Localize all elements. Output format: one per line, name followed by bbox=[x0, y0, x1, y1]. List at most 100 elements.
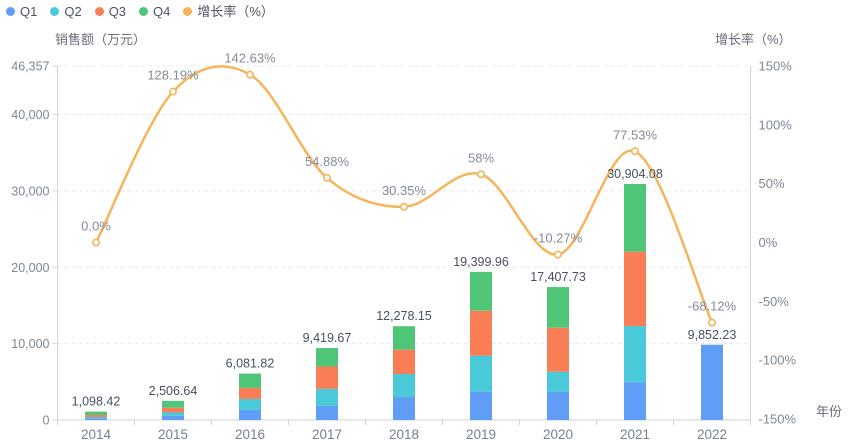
bar-total-label-2015: 2,506.64 bbox=[149, 384, 198, 398]
x-axis-category-label: 2022 bbox=[697, 427, 727, 442]
bar-segment-q4-2015[interactable] bbox=[162, 400, 184, 408]
x-axis-category-label: 2021 bbox=[620, 427, 650, 442]
bar-segment-q3-2021[interactable] bbox=[624, 251, 646, 327]
bar-segment-q1-2016[interactable] bbox=[239, 409, 261, 420]
legend-marker-icon bbox=[94, 7, 104, 16]
line-point-2016[interactable] bbox=[246, 70, 255, 79]
growth-rate-label-2021: 77.53% bbox=[613, 127, 658, 142]
x-axis-category-label: 2014 bbox=[81, 427, 112, 442]
bar-segment-q2-2016[interactable] bbox=[239, 398, 261, 410]
legend-item-label: Q4 bbox=[153, 4, 171, 19]
bar-segment-q3-2014[interactable] bbox=[85, 415, 107, 418]
right-axis-tick-label: -150% bbox=[759, 412, 797, 427]
bar-segment-q1-2015[interactable] bbox=[162, 415, 184, 420]
growth-rate-label-2020: -10.27% bbox=[534, 231, 583, 246]
left-axis-tick-label: 0 bbox=[43, 414, 50, 428]
x-axis-category-label: 2016 bbox=[235, 427, 265, 442]
bar-segment-q2-2020[interactable] bbox=[547, 371, 569, 392]
bar-segment-q2-2017[interactable] bbox=[316, 388, 338, 406]
bar-segment-q3-2020[interactable] bbox=[547, 327, 569, 372]
bar-segment-q1-2019[interactable] bbox=[470, 391, 492, 420]
line-point-2022[interactable] bbox=[707, 318, 716, 327]
growth-rate-label-2015: 128.19% bbox=[147, 68, 199, 83]
bar-total-label-2022: 9,852.23 bbox=[688, 328, 737, 342]
bar-segment-q3-2019[interactable] bbox=[470, 310, 492, 356]
data-labels: 1,098.42 2,506.64 6,081.82 9,419.67 12,278.1… bbox=[72, 51, 737, 409]
growth-rate-label-2018: 30.35% bbox=[382, 183, 427, 198]
right-axis-title: 增长率（%） bbox=[715, 32, 792, 47]
legend-marker-icon bbox=[50, 7, 60, 16]
legend-item-growth-rate[interactable]: 增长率（%） bbox=[183, 5, 274, 18]
left-axis-title: 销售额（万元） bbox=[55, 32, 146, 47]
left-axis-tick-label: 30,000 bbox=[11, 184, 49, 198]
bar-segment-q2-2018[interactable] bbox=[393, 374, 415, 398]
bar-segment-q2-2019[interactable] bbox=[470, 355, 492, 392]
bar-total-label-2017: 9,419.67 bbox=[303, 331, 352, 345]
right-axis-tick-label: 50% bbox=[759, 176, 785, 191]
bar-segment-q1-2021[interactable] bbox=[624, 382, 646, 420]
line-point-2014[interactable] bbox=[92, 238, 101, 247]
bar-segment-q2-2015[interactable] bbox=[162, 412, 184, 416]
legend-item-label: 增长率（%） bbox=[197, 4, 274, 19]
legend-marker-icon bbox=[6, 7, 15, 16]
x-axis-category-label: 2019 bbox=[466, 427, 496, 442]
bar-total-label-2018: 12,278.15 bbox=[376, 309, 432, 323]
bar-segment-q1-2022[interactable] bbox=[701, 344, 723, 420]
growth-rate-label-2014: 0.0% bbox=[81, 219, 111, 234]
x-axis-category-label: 2020 bbox=[543, 427, 573, 442]
line-point-2017[interactable] bbox=[322, 173, 331, 182]
bar-segment-q4-2016[interactable] bbox=[239, 373, 261, 388]
bar-segment-q2-2021[interactable] bbox=[624, 326, 646, 383]
bar-segment-q1-2014[interactable] bbox=[85, 418, 107, 420]
legend-marker-icon bbox=[183, 7, 193, 16]
line-point-2019[interactable] bbox=[476, 170, 485, 179]
line-point-2021[interactable] bbox=[630, 147, 639, 156]
x-axis-category-label: 2015 bbox=[158, 427, 188, 442]
line-point-2020[interactable] bbox=[553, 250, 562, 259]
legend-item-q1[interactable]: Q1 bbox=[6, 5, 37, 18]
growth-rate-label-2022: -68.12% bbox=[688, 299, 737, 314]
bar-segment-q1-2020[interactable] bbox=[547, 391, 569, 420]
left-axis-tick-label: 40,000 bbox=[11, 108, 49, 122]
left-axis-tick-label: 46,357 bbox=[11, 60, 49, 74]
growth-rate-label-2017: 54.88% bbox=[305, 154, 350, 169]
bar-segment-q4-2020[interactable] bbox=[547, 287, 569, 328]
right-axis-tick-label: 0% bbox=[759, 235, 778, 250]
legend-item-label: Q1 bbox=[20, 4, 38, 19]
x-axis-category-label: 2017 bbox=[312, 427, 342, 442]
bar-segment-q3-2017[interactable] bbox=[316, 366, 338, 389]
bar-segment-q4-2021[interactable] bbox=[624, 184, 646, 252]
bar-segment-q4-2018[interactable] bbox=[393, 326, 415, 350]
left-axis-tick-label: 20,000 bbox=[11, 261, 49, 275]
left-axis-tick-label: 10,000 bbox=[11, 337, 49, 351]
line-point-2018[interactable] bbox=[399, 202, 408, 211]
line-point-2015[interactable] bbox=[169, 87, 178, 96]
right-axis-tick-label: -100% bbox=[759, 353, 797, 368]
line-series bbox=[92, 65, 716, 327]
right-axis-tick-label: 150% bbox=[759, 59, 793, 74]
bar-segment-q1-2017[interactable] bbox=[316, 405, 338, 420]
bar-total-label-2021: 30,904.08 bbox=[607, 167, 663, 181]
right-axis-tick-label: -50% bbox=[759, 294, 790, 309]
legend-item-q2[interactable]: Q2 bbox=[50, 5, 82, 18]
right-axis-tick-label: 100% bbox=[759, 117, 793, 132]
bar-total-label-2020: 17,407.73 bbox=[530, 270, 586, 284]
bar-segment-q4-2019[interactable] bbox=[470, 271, 492, 311]
bar-segment-q4-2014[interactable] bbox=[85, 411, 107, 416]
bar-segment-q1-2018[interactable] bbox=[393, 397, 415, 420]
bar-segment-q3-2016[interactable] bbox=[239, 387, 261, 399]
legend: Q1 Q2 Q3 Q4 增长率（%） bbox=[6, 5, 274, 18]
bar-series bbox=[85, 184, 723, 420]
x-axis-category-label: 2018 bbox=[389, 427, 419, 442]
legend-item-q4[interactable]: Q4 bbox=[139, 5, 170, 18]
bar-total-label-2014: 1,098.42 bbox=[72, 395, 121, 409]
bar-total-label-2016: 6,081.82 bbox=[226, 357, 275, 371]
growth-rate-label-2019: 58% bbox=[468, 150, 494, 165]
legend-item-q3[interactable]: Q3 bbox=[94, 5, 126, 18]
bar-segment-q3-2015[interactable] bbox=[162, 407, 184, 413]
bar-segment-q3-2018[interactable] bbox=[393, 349, 415, 375]
bar-segment-q2-2014[interactable] bbox=[85, 417, 107, 419]
bar-segment-q4-2017[interactable] bbox=[316, 348, 338, 367]
